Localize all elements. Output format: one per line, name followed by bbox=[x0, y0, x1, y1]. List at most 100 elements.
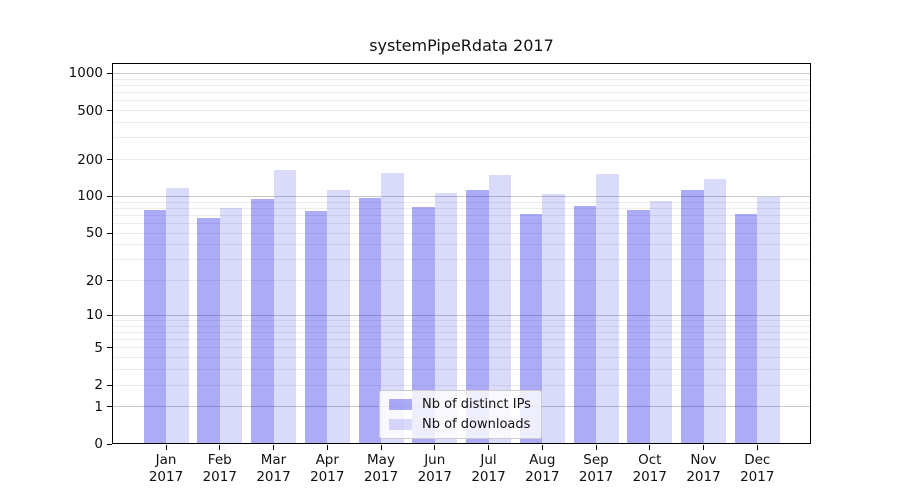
x-tick-year: 2017 bbox=[525, 469, 560, 485]
minor-gridline bbox=[112, 110, 811, 112]
minor-gridline bbox=[112, 78, 811, 80]
bar-distinct-ips-dec bbox=[734, 213, 758, 444]
x-tick-label: Apr 2017 bbox=[295, 452, 359, 486]
minor-gridline bbox=[112, 100, 811, 102]
minor-gridline bbox=[112, 244, 811, 246]
x-tick-mark bbox=[434, 445, 436, 450]
y-tick-mark bbox=[107, 384, 112, 386]
bar-downloads-nov bbox=[703, 178, 726, 444]
y-tick-mark bbox=[107, 110, 112, 112]
x-tick-mark bbox=[165, 445, 167, 450]
x-tick-mark bbox=[541, 445, 543, 450]
x-tick-label: Oct 2017 bbox=[618, 452, 682, 486]
y-tick-mark bbox=[107, 195, 112, 197]
x-tick-month: Jan bbox=[155, 452, 177, 468]
minor-gridline bbox=[112, 84, 811, 86]
y-tick-label: 200 bbox=[77, 151, 103, 168]
minor-gridline bbox=[112, 325, 811, 327]
x-tick-mark bbox=[756, 445, 758, 450]
minor-gridline bbox=[112, 331, 811, 333]
minor-gridline bbox=[112, 280, 811, 282]
bar-distinct-ips-may bbox=[358, 198, 381, 444]
bar-distinct-ips-oct bbox=[627, 210, 650, 444]
y-tick-label: 1 bbox=[94, 398, 103, 415]
bar-downloads-sep bbox=[596, 173, 619, 444]
bar-downloads-may bbox=[381, 173, 404, 444]
x-tick-label: Jul 2017 bbox=[457, 452, 521, 486]
bar-downloads-jun bbox=[434, 192, 458, 444]
y-tick-label: 500 bbox=[77, 102, 103, 119]
x-tick-label: Sep 2017 bbox=[564, 452, 628, 486]
x-tick-mark bbox=[488, 445, 489, 450]
x-tick-label: May 2017 bbox=[349, 452, 413, 486]
x-tick-mark bbox=[380, 445, 382, 450]
x-tick-month: Feb bbox=[207, 452, 232, 468]
y-tick-label: 100 bbox=[77, 188, 103, 205]
y-tick-mark bbox=[107, 232, 112, 234]
x-tick-label: Mar 2017 bbox=[242, 452, 306, 486]
legend-item-downloads: Nb of downloads bbox=[389, 417, 531, 432]
legend: Nb of distinct IPs Nb of downloads bbox=[379, 390, 542, 439]
x-tick-label: Feb 2017 bbox=[188, 452, 252, 486]
bar-downloads-feb bbox=[219, 207, 243, 444]
x-tick-year: 2017 bbox=[148, 469, 184, 485]
bar-distinct-ips-jul bbox=[466, 190, 489, 444]
minor-gridline bbox=[112, 369, 811, 371]
minor-gridline bbox=[112, 159, 811, 161]
y-tick-label: 50 bbox=[85, 225, 103, 242]
minor-gridline bbox=[112, 320, 811, 321]
bar-downloads-jul bbox=[488, 174, 511, 444]
x-tick-mark bbox=[703, 445, 704, 450]
x-tick-mark bbox=[326, 445, 328, 450]
x-tick-year: 2017 bbox=[202, 469, 237, 485]
x-tick-month: May bbox=[367, 452, 395, 468]
bar-downloads-dec bbox=[757, 197, 780, 444]
legend-label-downloads: Nb of downloads bbox=[422, 417, 531, 432]
y-tick-label: 2 bbox=[94, 377, 103, 394]
minor-gridline bbox=[112, 137, 811, 139]
bar-downloads-oct bbox=[649, 200, 673, 444]
x-tick-label: Nov 2017 bbox=[672, 452, 736, 486]
bar-downloads-aug bbox=[542, 194, 565, 444]
minor-gridline bbox=[112, 232, 811, 234]
x-tick-month: Oct bbox=[638, 452, 662, 468]
minor-gridline bbox=[112, 357, 811, 359]
chart-title: systemPipeRdata 2017 bbox=[369, 36, 554, 55]
x-tick-mark bbox=[595, 445, 597, 450]
x-tick-mark bbox=[219, 445, 221, 450]
x-tick-month: Mar bbox=[260, 452, 287, 468]
x-tick-month: Nov bbox=[690, 452, 717, 468]
bar-downloads-jan bbox=[166, 188, 189, 444]
bar-distinct-ips-sep bbox=[573, 206, 596, 444]
legend-swatch-distinct-ips bbox=[389, 399, 412, 410]
x-tick-year: 2017 bbox=[310, 469, 345, 485]
bar-distinct-ips-jun bbox=[412, 206, 435, 444]
x-tick-label: Dec 2017 bbox=[725, 452, 789, 486]
minor-gridline bbox=[112, 92, 811, 94]
minor-gridline bbox=[112, 207, 811, 209]
y-tick-mark bbox=[107, 314, 112, 316]
x-tick-label: Jan 2017 bbox=[134, 452, 198, 486]
bar-distinct-ips-apr bbox=[304, 211, 328, 444]
minor-gridline bbox=[112, 201, 811, 203]
y-tick-label: 1000 bbox=[68, 65, 103, 82]
bar-distinct-ips-nov bbox=[681, 190, 704, 444]
gridline-layer bbox=[112, 63, 811, 444]
legend-label-distinct-ips: Nb of distinct IPs bbox=[422, 397, 531, 412]
y-tick-mark bbox=[107, 72, 112, 74]
x-tick-year: 2017 bbox=[471, 469, 506, 485]
y-tick-label: 10 bbox=[85, 307, 103, 324]
plot-area: Nb of distinct IPs Nb of downloads bbox=[112, 63, 811, 444]
x-tick-month: Aug bbox=[529, 452, 556, 468]
major-gridline bbox=[112, 72, 811, 74]
x-tick-label: Jun 2017 bbox=[403, 452, 467, 486]
y-tick-mark bbox=[107, 443, 112, 445]
minor-gridline bbox=[112, 384, 811, 386]
major-gridline bbox=[112, 195, 811, 197]
bar-distinct-ips-mar bbox=[251, 198, 274, 444]
x-tick-mark bbox=[273, 445, 274, 450]
x-tick-year: 2017 bbox=[256, 469, 291, 485]
bar-downloads-mar bbox=[273, 170, 296, 444]
minor-gridline bbox=[112, 259, 811, 261]
